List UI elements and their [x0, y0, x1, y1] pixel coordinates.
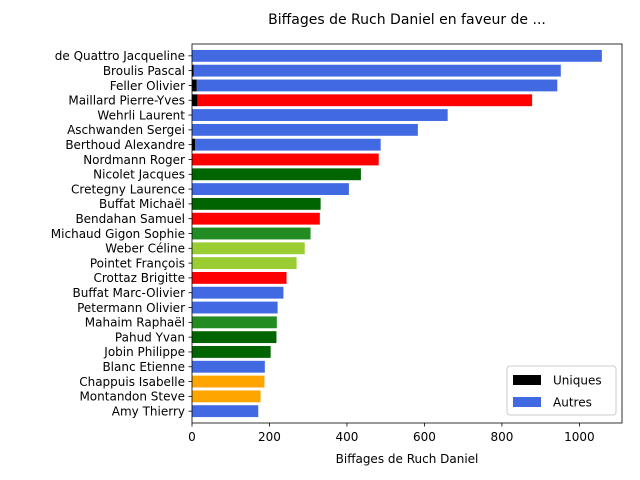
y-tick-label: Feller Olivier: [110, 79, 185, 93]
bar-autres: [193, 64, 561, 77]
bar-autres: [197, 94, 533, 107]
y-tick-label: Maillard Pierre-Yves: [68, 94, 185, 108]
y-tick-label: Pahud Yvan: [115, 330, 185, 344]
y-tick-label: Cretegny Laurence: [71, 182, 185, 196]
bar-uniques: [192, 94, 198, 107]
bars-layer: [192, 49, 602, 418]
y-tick-label: Broulis Pascal: [103, 64, 185, 78]
bar-autres: [192, 286, 284, 299]
y-tick-label: Crottaz Brigitte: [93, 271, 185, 285]
bar-autres: [192, 49, 602, 62]
bar-autres: [192, 390, 261, 403]
bar-autres: [192, 168, 361, 181]
legend-label: Autres: [553, 395, 592, 409]
bar-autres: [192, 346, 271, 358]
bar-uniques: [192, 138, 196, 151]
y-tick-label: Pointet François: [90, 256, 185, 270]
bar-autres: [192, 123, 418, 136]
legend: Uniques Autres: [506, 365, 617, 416]
bar-uniques: [192, 79, 197, 92]
x-tick-label: 600: [413, 430, 436, 444]
y-tick-label: Aschwanden Sergei: [67, 123, 185, 137]
y-tick-label: Mahaim Raphaël: [85, 316, 185, 330]
bar-autres: [192, 212, 320, 225]
bar-autres: [192, 301, 278, 314]
bar-autres: [192, 375, 265, 388]
legend-swatch: [513, 375, 541, 385]
bar-autres: [192, 242, 305, 255]
chart-title: Biffages de Ruch Daniel en faveur de ...: [268, 12, 546, 28]
y-tick-label: Bendahan Samuel: [75, 212, 185, 226]
y-tick-label: Wehrli Laurent: [97, 108, 185, 122]
y-tick-label: Blanc Etienne: [102, 360, 185, 374]
bar-autres: [192, 257, 297, 270]
y-tick-label: Montandon Steve: [79, 390, 185, 404]
y-tick-label: Buffat Marc-Olivier: [73, 286, 186, 300]
bar-autres: [192, 109, 448, 121]
bar-uniques: [192, 64, 194, 77]
x-tick-label: 1000: [564, 430, 595, 444]
y-tick-label: de Quattro Jacqueline: [55, 49, 185, 63]
bar-autres: [192, 153, 379, 166]
bar-autres: [192, 316, 277, 329]
legend-swatch: [513, 397, 541, 407]
bar-autres: [195, 138, 381, 151]
bar-autres: [192, 227, 311, 240]
y-tick-label: Nordmann Roger: [83, 153, 185, 167]
y-tick-label: Michaud Gigon Sophie: [51, 227, 185, 241]
bar-autres: [192, 183, 349, 196]
bar-autres: [192, 405, 259, 418]
y-tick-label: Berthoud Alexandre: [65, 138, 185, 152]
y-tick-label: Petermann Olivier: [77, 301, 185, 315]
y-tick-label: Buffat Michaël: [99, 197, 185, 211]
bar-autres: [192, 197, 321, 210]
y-tick-label: Weber Céline: [105, 242, 185, 256]
bar-autres: [192, 271, 287, 284]
x-axis-label: Biffages de Ruch Daniel: [336, 452, 479, 466]
y-tick-label: Nicolet Jacques: [93, 168, 185, 182]
legend-label: Uniques: [553, 373, 602, 387]
bar-autres: [196, 79, 558, 92]
y-tick-label: Jobin Philippe: [103, 345, 185, 359]
x-tick-label: 200: [258, 430, 281, 444]
x-tick-label: 800: [490, 430, 513, 444]
x-tick-label: 400: [336, 430, 359, 444]
x-tick-label: 0: [188, 430, 196, 444]
bar-autres: [192, 331, 277, 344]
y-tick-label: Amy Thierry: [112, 404, 185, 418]
bar-autres: [192, 360, 265, 373]
y-tick-label: Chappuis Isabelle: [79, 375, 185, 389]
